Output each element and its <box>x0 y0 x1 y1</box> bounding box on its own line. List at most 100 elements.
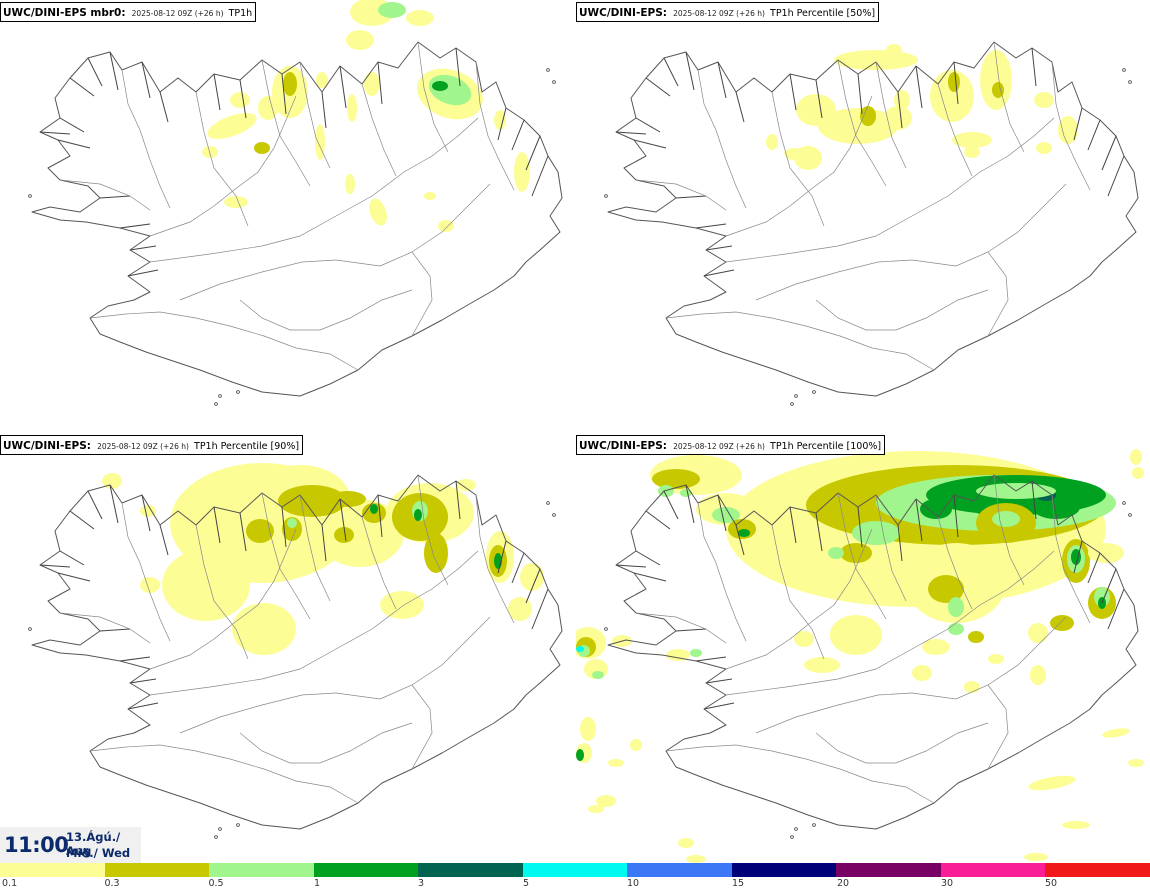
fjord-line <box>127 702 159 710</box>
boundary-line <box>987 251 1009 337</box>
precip-area <box>494 110 506 130</box>
fjord-line <box>57 572 91 582</box>
precip-area <box>580 717 596 741</box>
boundary-line <box>261 59 311 187</box>
island <box>546 501 550 505</box>
coastline <box>31 41 563 397</box>
fjord-line <box>645 77 671 97</box>
fjord-line <box>239 79 247 119</box>
precip-layer <box>766 44 1078 170</box>
precip-area <box>1130 449 1142 465</box>
precip-area <box>576 646 584 652</box>
island <box>552 80 556 84</box>
fjord-line <box>717 494 727 532</box>
boundary-line <box>475 61 515 191</box>
island <box>812 390 816 394</box>
valid-time-box: 11:00 13.Ágú./ Aug Mið./ Wed <box>0 827 141 863</box>
fjord-line <box>663 490 679 520</box>
boundary-line <box>149 95 297 237</box>
coastline <box>607 41 1139 397</box>
map-p100 <box>576 449 1144 863</box>
coastline <box>31 474 563 830</box>
fjord-line <box>1073 107 1083 141</box>
fjord-line <box>1101 568 1117 604</box>
fjord-line <box>39 564 71 568</box>
precip-area <box>224 196 248 208</box>
precip-area <box>1050 615 1074 631</box>
map-p90 <box>28 463 563 839</box>
precip-area <box>948 72 960 92</box>
precip-area <box>1030 665 1046 685</box>
fjord-line <box>213 73 221 111</box>
fjord-line <box>695 223 727 229</box>
fjord-line <box>59 550 85 566</box>
boundary-line <box>697 69 747 209</box>
fjord-line <box>141 61 151 99</box>
legend-swatch <box>941 863 1045 877</box>
island <box>552 513 556 517</box>
precip-area <box>834 50 918 70</box>
map-panel-p90: UWC/DINI-EPS: 2025-08-12 09Z (+26 h) TP1… <box>0 433 574 863</box>
fjord-line <box>525 568 541 604</box>
fjord-line <box>119 656 151 662</box>
boundary-line <box>121 69 171 209</box>
fjord-line <box>735 91 745 123</box>
precip-area <box>1034 92 1054 108</box>
precip-area <box>140 505 156 517</box>
precip-area <box>432 81 448 91</box>
precip-area <box>347 94 357 122</box>
precip-area <box>334 527 354 543</box>
precip-area <box>712 507 740 523</box>
legend-swatch <box>836 863 941 877</box>
fjord-line <box>1107 155 1125 197</box>
precip-area <box>316 72 328 88</box>
legend-swatch <box>105 863 209 877</box>
panel-title: UWC/DINI-EPS: 2025-08-12 09Z (+26 h) TP1… <box>576 2 880 22</box>
fjord-line <box>497 540 507 574</box>
island <box>794 394 798 398</box>
precip-area <box>794 631 814 647</box>
island <box>28 627 32 631</box>
legend-swatch <box>627 863 732 877</box>
precip-layer <box>576 449 1144 863</box>
fjord-line <box>129 678 157 684</box>
map-panel-p50: UWC/DINI-EPS: 2025-08-12 09Z (+26 h) TP1… <box>576 0 1150 430</box>
island <box>214 835 218 839</box>
fjord-line <box>321 91 327 129</box>
boundary-line <box>261 492 311 620</box>
precip-area <box>1058 116 1078 144</box>
precip-area <box>930 70 974 122</box>
fjord-line <box>281 506 287 548</box>
fjord-line <box>159 524 169 556</box>
precip-area <box>678 838 694 848</box>
island <box>236 823 240 827</box>
model-name: UWC/DINI-EPS <box>3 440 87 452</box>
legend-swatch <box>523 863 627 877</box>
precip-area <box>608 759 624 767</box>
legend-swatch <box>418 863 523 877</box>
precip-area <box>1132 467 1144 479</box>
precip-area <box>980 50 1012 110</box>
run-date: 2025-08-12 09Z (+26 h) <box>131 9 224 18</box>
fjord-line <box>705 678 733 684</box>
precip-area <box>1036 142 1052 154</box>
boundary-line <box>815 722 989 764</box>
island <box>794 827 798 831</box>
precip-area <box>852 521 900 545</box>
fjord-line <box>281 73 287 115</box>
precip-area <box>246 519 274 543</box>
boundary-line <box>411 684 433 770</box>
precip-area <box>287 518 297 528</box>
fjord-line <box>915 498 923 542</box>
fjord-line <box>717 61 727 99</box>
fjord-line <box>703 702 735 710</box>
fjord-line <box>815 79 823 119</box>
precip-area <box>378 2 406 18</box>
precip-area <box>652 469 700 489</box>
legend-tick: 30 <box>940 878 954 889</box>
precip-area <box>283 72 297 96</box>
precip-area <box>666 649 690 661</box>
precip-area <box>784 148 804 160</box>
precip-area <box>1062 821 1090 829</box>
boundary-line <box>299 61 331 169</box>
